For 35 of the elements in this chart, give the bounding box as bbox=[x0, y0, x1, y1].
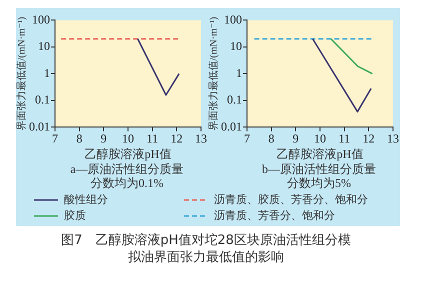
y-tick-label: 1 bbox=[44, 66, 50, 80]
text: b—原油活性组分质量分数均为5% bbox=[261, 162, 377, 190]
y-tick-label: 100 bbox=[224, 12, 242, 26]
x-tick-label: 12 bbox=[170, 132, 183, 146]
y-tick-label: 0.01 bbox=[29, 119, 50, 134]
caption: 图7 乙醇胺溶液pH值对坨28区块原油活性组分模拟油界面张力最低值的影响 bbox=[60, 232, 352, 266]
text: a—原油活性组分质量分数均为0.1% bbox=[69, 162, 185, 190]
x-tick-label: 10 bbox=[314, 132, 326, 146]
x-tick-label: 8 bbox=[268, 132, 274, 146]
x-tick-label: 7 bbox=[244, 132, 250, 146]
y-tick-label: 0.1 bbox=[227, 92, 242, 107]
legend-label: 胶质 bbox=[64, 208, 86, 223]
y-axis-title: 界面张力最低值/(mN·m⁻¹) bbox=[208, 16, 220, 131]
x-axis-title: 乙醇胺溶液pH值 bbox=[84, 146, 172, 161]
x-tick-label: 12 bbox=[362, 132, 375, 146]
y-tick-label: 100 bbox=[32, 12, 50, 26]
legend-label: 沥青质、胶质、芳香分、饱和分 bbox=[214, 192, 368, 207]
y-tick-label: 10 bbox=[230, 39, 242, 54]
y-axis-title: 界面张力最低值/(mN·m⁻¹) bbox=[16, 16, 28, 131]
x-tick-label: 7 bbox=[52, 132, 58, 146]
y-tick-label: 10 bbox=[38, 39, 50, 54]
x-tick-label: 9 bbox=[292, 132, 299, 146]
x-tick-label: 11 bbox=[338, 132, 350, 146]
legend-label: 沥青质、芳香分、饱和分 bbox=[214, 208, 335, 223]
x-tick-label: 13 bbox=[195, 132, 207, 146]
x-axis-title: 乙醇胺溶液pH值 bbox=[276, 146, 364, 161]
x-tick-label: 9 bbox=[100, 132, 107, 146]
y-tick-label: 1 bbox=[236, 66, 242, 80]
legend-label: 酸性组分 bbox=[64, 193, 108, 207]
x-tick-label: 8 bbox=[76, 132, 82, 146]
x-tick-label: 11 bbox=[146, 132, 158, 146]
y-tick-label: 0.1 bbox=[35, 92, 50, 107]
x-tick-label: 10 bbox=[122, 132, 134, 146]
x-tick-label: 13 bbox=[387, 132, 399, 146]
y-tick-label: 0.01 bbox=[221, 119, 242, 134]
